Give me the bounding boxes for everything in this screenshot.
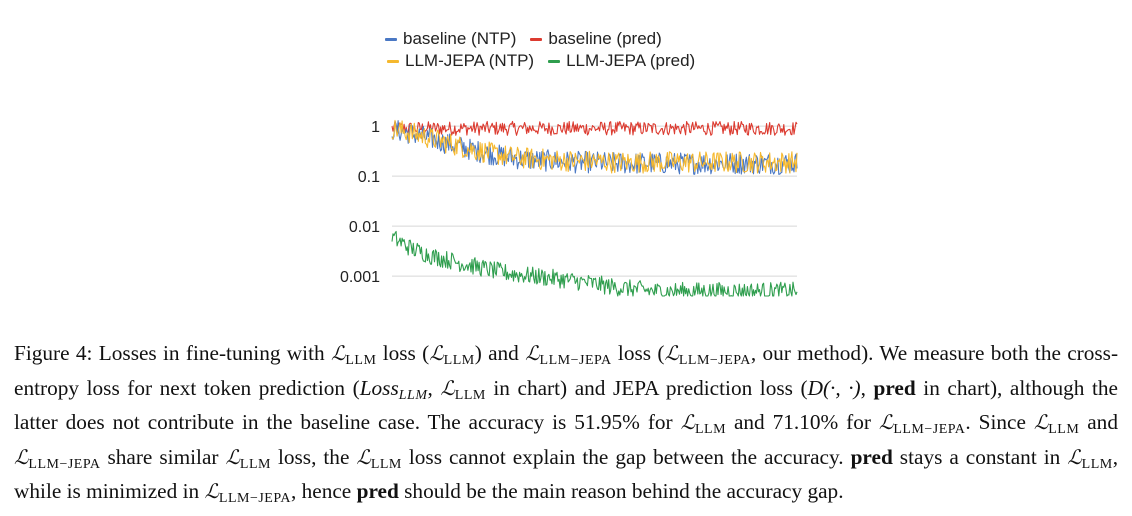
math-script-l: ℒ [440,375,455,400]
caption-acc-1: 51.95% [574,410,640,435]
chart-legend: baseline (NTP) baseline (pred) LLM-JEPA … [385,28,765,72]
legend-row-2: LLM-JEPA (NTP) LLM-JEPA (pred) [387,50,765,72]
caption-text-16: loss, the [277,444,350,469]
math-sub: LLM [443,353,475,368]
caption-text-15: share similar [107,444,219,469]
math-sub: LLM [454,387,486,403]
legend-item-jepa-ntp: LLM-JEPA (NTP) [387,51,534,71]
legend-swatch-jepa-ntp [387,59,399,63]
caption-text-19: , while is minimized in [14,444,1119,504]
loss-chart: 1 0.1 0.01 0.001 [340,119,798,297]
caption-paragraph: Figure 4: Losses in fine-tuning with ℒLL… [14,340,1118,513]
math-loss-text: Loss [359,375,399,400]
math-l-llm-4: ℒLLM [680,410,727,438]
caption-pred-1: pred [873,375,916,400]
legend-label-jepa-pred: LLM-JEPA (pred) [566,51,696,70]
caption-text-2: loss ( [382,341,430,365]
math-script-l: ℒ [1067,444,1082,469]
legend-swatch-baseline-ntp [385,37,397,41]
caption-text-4: loss ( [617,341,665,365]
figure-caption: Figure 4: Losses in fine-tuning with ℒLL… [14,340,1118,513]
caption-text-6: , [427,375,433,400]
math-sub: LLM−JEPA [678,353,751,368]
legend-label-baseline-ntp: baseline (NTP) [403,29,517,48]
series-line-3 [391,230,798,297]
caption-text-7: in chart) and JEPA prediction loss ( [493,375,808,400]
math-script-l: ℒ [1033,410,1049,435]
caption-acc-2: 71.10% [772,410,839,435]
caption-text-21: should be the main reason behind the acc… [404,479,844,504]
legend-item-baseline-pred: baseline (pred) [530,29,662,49]
caption-label: Figure 4: [14,341,93,365]
math-script-l: ℒ [14,444,29,469]
caption-text-9: in chart), although the latter does not … [14,375,1118,435]
math-script-l: ℒ [664,341,679,365]
math-script-l: ℒ [225,444,240,469]
math-loss-sub: LLM [398,387,428,403]
caption-text-3: ) and [474,341,519,365]
legend-row-1: baseline (NTP) baseline (pred) [385,28,765,50]
math-l-llm-3: ℒLLM [440,375,486,403]
math-script-l: ℒ [525,341,540,365]
math-l-jepa-1: ℒLLM−JEPA [525,341,612,368]
math-l-jepa-5: ℒLLM−JEPA [204,479,291,507]
math-sub: LLM [239,456,271,472]
math-script-l: ℒ [680,410,695,435]
ytick-label-0: 1 [371,119,380,136]
math-d-func: D(·, ·) [807,375,861,400]
math-script-l: ℒ [204,479,219,504]
caption-text-20: , hence [290,479,352,504]
math-l-jepa-4: ℒLLM−JEPA [14,444,101,472]
math-sub: LLM [1081,456,1113,472]
caption-text-17: loss cannot explain the gap between the … [408,444,844,469]
math-sub: LLM−JEPA [218,491,291,507]
caption-text-13: . Since [965,410,1026,435]
math-sub: LLM−JEPA [893,422,966,438]
figure: baseline (NTP) baseline (pred) LLM-JEPA … [340,28,798,297]
ytick-label-3: 0.001 [340,269,380,286]
math-sub: LLM−JEPA [539,353,612,368]
math-l-llm-8: ℒLLM [1067,444,1113,472]
math-l-llm-2: ℒLLM [429,341,475,368]
math-l-llm-7: ℒLLM [356,444,402,472]
series-line-2 [391,119,798,174]
caption-text-12: for [846,410,872,435]
math-sub: LLM [694,422,727,438]
series-layer [391,119,798,297]
legend-label-jepa-ntp: LLM-JEPA (NTP) [405,51,535,70]
caption-text-18: stays a constant in [899,444,1061,469]
grid-layer [392,125,797,277]
ytick-label-2: 0.01 [349,219,380,236]
ytick-label-1: 0.1 [358,169,380,186]
caption-pred-3: pred [356,479,399,504]
series-line-1 [391,120,798,136]
legend-swatch-baseline-pred [530,37,543,41]
caption-pred-2: pred [850,444,893,469]
caption-text-11: and [733,410,765,435]
legend-item-jepa-pred: LLM-JEPA (pred) [548,51,695,71]
legend-swatch-jepa-pred [548,59,561,63]
math-sub: LLM [370,456,402,472]
math-script-l: ℒ [878,410,894,435]
math-l-llm-1: ℒLLM [330,341,377,368]
caption-text-1: Losses in fine-tuning with [98,341,325,365]
math-script-l: ℒ [429,341,444,365]
caption-text-14: and [1087,410,1118,435]
math-script-l: ℒ [356,444,371,469]
math-sub: LLM−JEPA [28,456,101,472]
legend-label-baseline-pred: baseline (pred) [548,29,662,48]
legend-item-baseline-ntp: baseline (NTP) [385,29,516,49]
caption-text-10: for [647,410,673,435]
math-sub: LLM [345,353,377,368]
math-l-llm-5: ℒLLM [1033,410,1080,438]
math-script-l: ℒ [330,341,346,365]
math-loss-var: LossLLM [359,375,428,403]
caption-text-5: , our method). We measure both the cross… [14,341,1119,400]
tick-layer: 1 0.1 0.01 0.001 [340,119,380,286]
math-l-jepa-2: ℒLLM−JEPA [664,341,751,368]
math-sub: LLM [1048,422,1080,438]
caption-text-8: , [860,375,866,400]
math-l-jepa-3: ℒLLM−JEPA [878,410,966,438]
math-l-llm-6: ℒLLM [225,444,271,472]
